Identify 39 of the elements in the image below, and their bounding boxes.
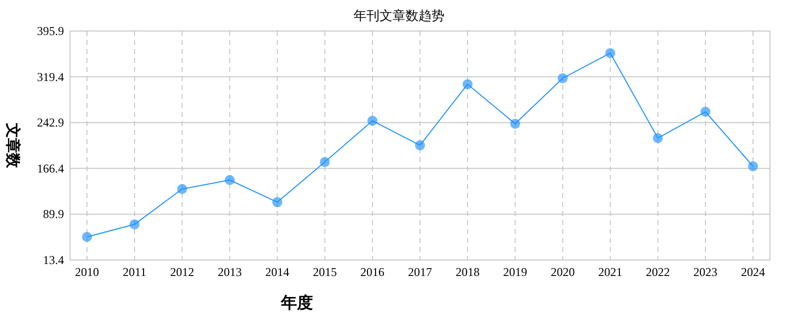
point [415,140,425,150]
x-tick-label: 2018 [456,265,480,279]
x-axis-title: 年度 [280,293,313,312]
x-tick-label: 2022 [646,265,670,279]
point [272,197,282,208]
y-axis-title: 文章数 [4,122,22,169]
point [224,175,235,186]
point [652,133,663,144]
y-tick-label: 395.9 [37,24,64,38]
x-tick-label: 2024 [741,265,765,279]
x-tick-label: 2021 [598,265,622,279]
x-tick-label: 2013 [218,265,242,279]
point [367,116,378,126]
point [748,161,758,172]
chart-title: 年刊文章数趋势 [354,8,444,23]
x-tick-label: 2016 [360,265,384,279]
x-tick-label: 2019 [503,265,528,279]
x-tick-label: 2010 [75,265,99,279]
point [605,48,616,58]
x-tick-label: 2012 [170,265,194,279]
y-tick-label: 13.4 [43,253,64,267]
y-tick-label: 89.9 [43,207,64,222]
x-tick-label: 2014 [265,265,290,279]
point [130,219,140,230]
point [320,157,330,168]
x-tick-label: 2023 [693,265,718,279]
x-tick-label: 2015 [312,265,337,279]
x-tick-label: 2020 [550,265,575,279]
point [462,79,473,90]
point [82,232,92,242]
point [510,118,520,129]
y-tick-label: 166.4 [37,161,64,176]
y-tick-label: 242.9 [37,116,64,130]
y-tick-label: 319.4 [37,70,64,84]
point [177,184,188,194]
x-tick-label: 2011 [122,265,146,279]
point [700,106,710,117]
x-tick-label: 2017 [408,265,432,279]
point [558,73,568,84]
